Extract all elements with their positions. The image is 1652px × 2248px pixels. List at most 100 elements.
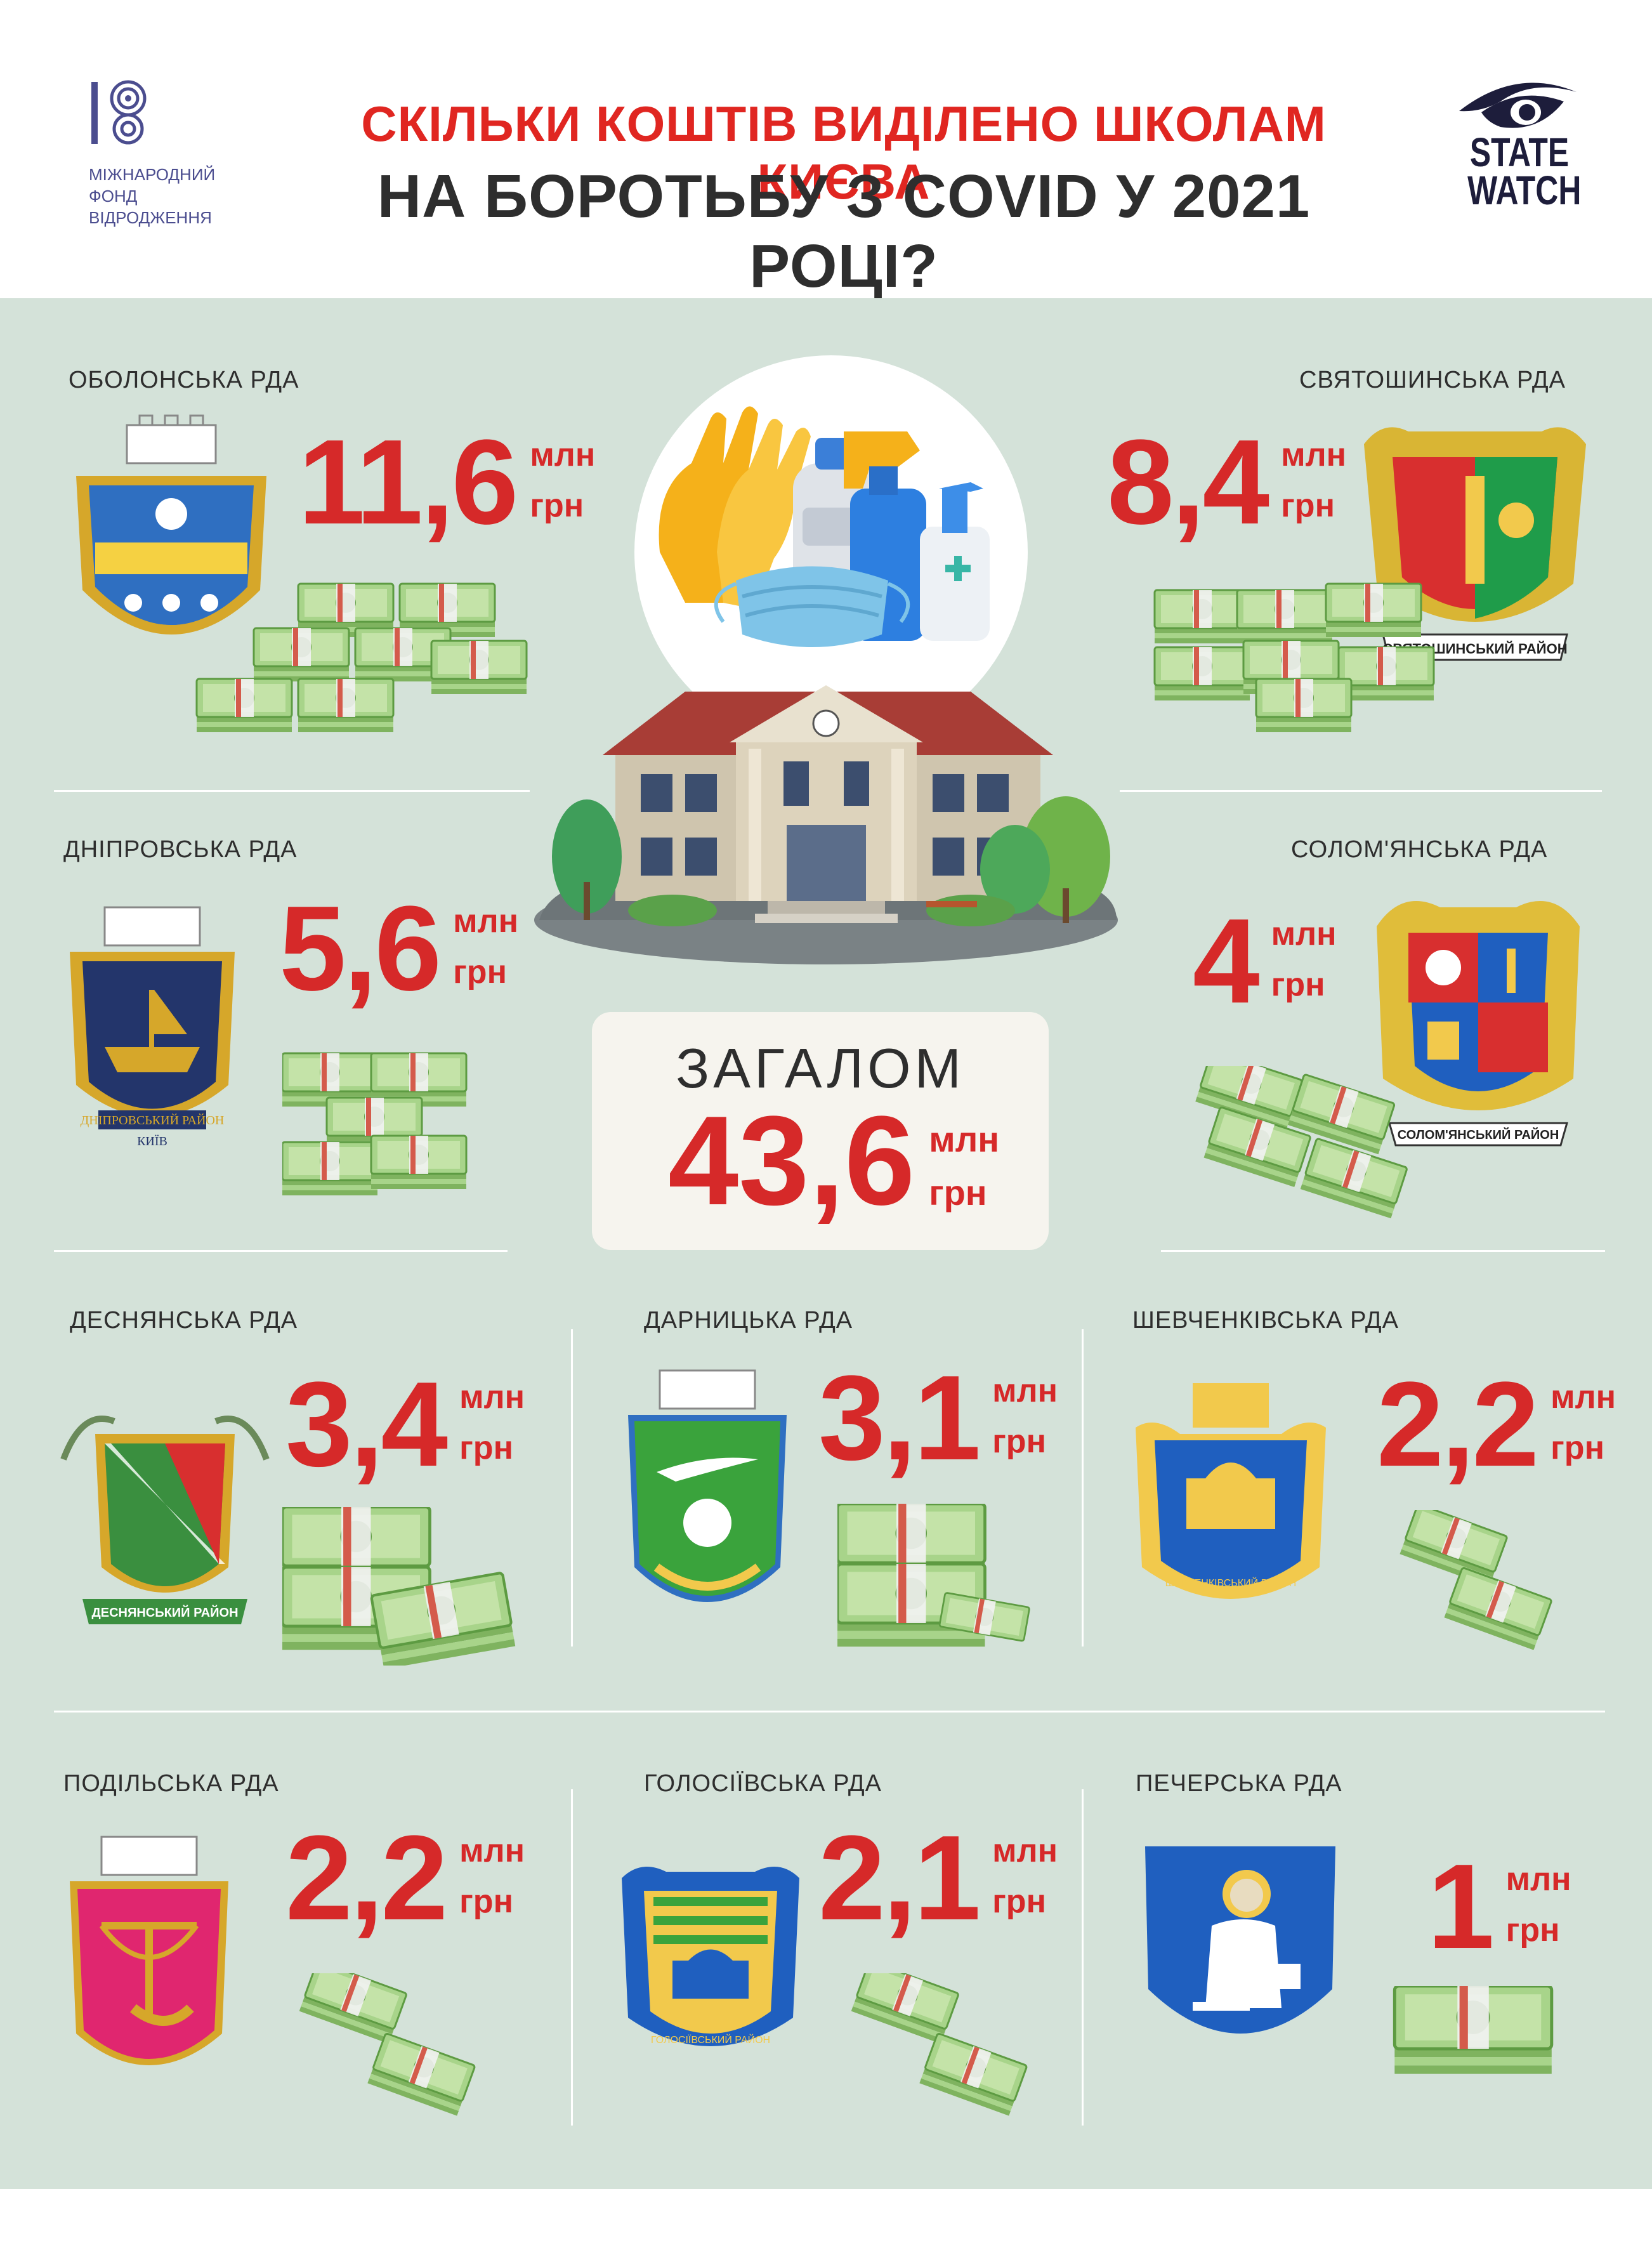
- amount-shevchenkivska: 2,2 млн грн: [1377, 1364, 1616, 1485]
- district-name-sviatoshynska: СВЯТОШИНСЬКА РДА: [1299, 367, 1566, 393]
- unit-grn: грн: [992, 1423, 1046, 1460]
- money-stack-icon: [1174, 1066, 1440, 1231]
- money-stack-icon: [1383, 1510, 1573, 1650]
- unit-grn: грн: [1550, 1430, 1604, 1466]
- irf-name-line2: ФОНД: [89, 187, 138, 206]
- district-name-shevchenkivska: ШЕВЧЕНКІВСЬКА РДА: [1132, 1307, 1400, 1334]
- unit-mln: млн: [1271, 916, 1337, 952]
- crest-caption-city: КИЇВ: [137, 1134, 167, 1148]
- amount-value: 3,1: [818, 1351, 981, 1485]
- vertical-divider: [1082, 1329, 1084, 1647]
- unit-grn: грн: [1281, 487, 1335, 524]
- amount-value: 8,4: [1107, 415, 1269, 549]
- irf-name-line1: МІЖНАРОДНИЙ: [89, 165, 216, 184]
- statewatch-eye-icon: [1459, 82, 1577, 128]
- amount-value: 11,6: [298, 415, 518, 549]
- divider: [54, 1250, 508, 1252]
- divider: [54, 790, 530, 792]
- vertical-divider: [1082, 1789, 1084, 2126]
- coat-of-arms-icon: [70, 1836, 228, 2065]
- total-value: 43,6: [668, 1090, 915, 1232]
- money-stack-icon: [837, 1504, 1031, 1669]
- amount-podilska: 2,2 млн грн: [285, 1818, 525, 1938]
- crest-caption: ДЕСНЯНСЬКИЙ РАЙОН: [91, 1605, 238, 1620]
- unit-grn: грн: [1505, 1912, 1560, 1949]
- coat-of-arms-icon: [76, 414, 266, 634]
- divider: [1161, 1250, 1605, 1252]
- coat-of-arms-icon: ШЕВЧЕНКІВСЬКИЙ РАЙОН: [1136, 1383, 1326, 1599]
- total-unit-grn: грн: [929, 1173, 987, 1213]
- money-stack-icon: [831, 1973, 1059, 2126]
- district-name-desnianska: ДЕСНЯНСЬКА РДА: [70, 1307, 298, 1334]
- statewatch-line2: WATCH: [1467, 168, 1582, 213]
- amount-value: 2,2: [1377, 1357, 1539, 1492]
- unit-grn: грн: [459, 1430, 513, 1466]
- statewatch-logo-text: STATE WATCH: [1467, 129, 1582, 213]
- school-building-icon: [534, 685, 1118, 964]
- unit-grn: грн: [1271, 966, 1325, 1003]
- crest-caption: ШЕВЧЕНКІВСЬКИЙ РАЙОН: [1165, 1577, 1297, 1589]
- district-name-obolonska: ОБОЛОНСЬКА РДА: [69, 367, 299, 393]
- district-name-pecherska: ПЕЧЕРСЬКА РДА: [1136, 1770, 1342, 1797]
- amount-value: 1: [1427, 1839, 1495, 1974]
- unit-grn: грн: [530, 487, 584, 524]
- unit-grn: грн: [459, 1883, 513, 1920]
- money-stack-icon: [282, 1047, 479, 1199]
- money-stack-icon: [1393, 1986, 1564, 2081]
- coat-of-arms-icon: [628, 1369, 787, 1602]
- unit-mln: млн: [1550, 1379, 1616, 1416]
- amount-value: 2,2: [285, 1811, 448, 1945]
- money-stack-icon: [1148, 577, 1440, 749]
- unit-mln: млн: [459, 1379, 525, 1416]
- district-name-solomianska: СОЛОМ'ЯНСЬКА РДА: [1291, 836, 1548, 863]
- title-line2: НА БОРОТЬБУ З COVID У 2021 РОЦІ?: [377, 162, 1311, 300]
- crest-caption: СОЛОМ'ЯНСЬКИЙ РАЙОН: [1398, 1127, 1559, 1142]
- coat-of-arms-icon: СВЯТОШИНСЬКИЙ РАЙОН: [1364, 427, 1586, 661]
- title-line1: СКІЛЬКИ КОШТІВ ВИДІЛЕНО ШКОЛАМ КИЄВА: [361, 96, 1327, 209]
- unit-mln: млн: [459, 1832, 525, 1869]
- amount-sviatoshynska: 8,4 млн грн: [1107, 422, 1346, 542]
- footer: [0, 2189, 1652, 2248]
- amount-value: 5,6: [279, 881, 442, 1016]
- amount-dniprovska: 5,6 млн грн: [279, 888, 518, 1009]
- irf-name: МІЖНАРОДНИЙ ФОНД ВІДРОДЖЕННЯ: [89, 164, 215, 228]
- unit-mln: млн: [992, 1372, 1058, 1409]
- crest-caption: ДНІПРОВСЬКИЙ РАЙОН: [81, 1113, 225, 1127]
- unit-mln: млн: [453, 903, 519, 940]
- vertical-divider: [571, 1789, 573, 2126]
- total-label: ЗАГАЛОМ: [676, 1037, 965, 1100]
- amount-value: 2,1: [818, 1811, 981, 1945]
- amount-desnianska: 3,4 млн грн: [285, 1364, 525, 1485]
- unit-grn: грн: [453, 954, 507, 990]
- amount-solomianska: 4 млн грн: [1193, 901, 1337, 1022]
- coat-of-arms-icon: [1145, 1846, 1335, 2034]
- amount-obolonska: 11,6 млн грн: [298, 422, 595, 542]
- district-name-holosiivska: ГОЛОСІЇВСЬКА РДА: [644, 1770, 882, 1797]
- money-stack-icon: [279, 1973, 508, 2126]
- unit-mln: млн: [530, 437, 596, 473]
- unit-mln: млн: [992, 1832, 1058, 1869]
- district-name-darnytska: ДАРНИЦЬКА РДА: [644, 1307, 853, 1334]
- unit-mln: млн: [1281, 437, 1347, 473]
- divider: [54, 1711, 1605, 1712]
- coat-of-arms-icon: СОЛОМ'ЯНСЬКИЙ РАЙОН: [1377, 901, 1580, 1147]
- irf-name-line3: ВІДРОДЖЕННЯ: [89, 208, 212, 227]
- vertical-divider: [571, 1329, 573, 1647]
- amount-value: 4: [1193, 894, 1260, 1029]
- statewatch-line1: STATE: [1469, 129, 1570, 175]
- district-name-podilska: ПОДІЛЬСЬКА РДА: [63, 1770, 279, 1797]
- total-unit-mln: млн: [929, 1119, 1000, 1159]
- crest-caption: ГОЛОСІЇВСЬКИЙ РАЙОН: [651, 2034, 770, 2046]
- total-summary: ЗАГАЛОМ 43,6 млн грн: [592, 1012, 1049, 1250]
- money-stack-icon: [282, 1507, 523, 1666]
- district-name-dniprovska: ДНІПРОВСЬКА РДА: [63, 836, 298, 863]
- amount-value: 3,4: [285, 1357, 448, 1492]
- unit-mln: млн: [1505, 1861, 1571, 1898]
- amount-darnytska: 3,1 млн грн: [818, 1358, 1058, 1478]
- unit-grn: грн: [992, 1883, 1046, 1920]
- header: МІЖНАРОДНИЙ ФОНД ВІДРОДЖЕННЯ СКІЛЬКИ КОШ…: [0, 0, 1652, 300]
- coat-of-arms-icon: ГОЛОСІЇВСЬКИЙ РАЙОН: [622, 1867, 799, 2046]
- coat-of-arms-icon: ДЕСНЯНСЬКИЙ РАЙОН: [60, 1416, 270, 1624]
- amount-holosiivska: 2,1 млн грн: [818, 1818, 1058, 1938]
- divider: [1120, 790, 1602, 792]
